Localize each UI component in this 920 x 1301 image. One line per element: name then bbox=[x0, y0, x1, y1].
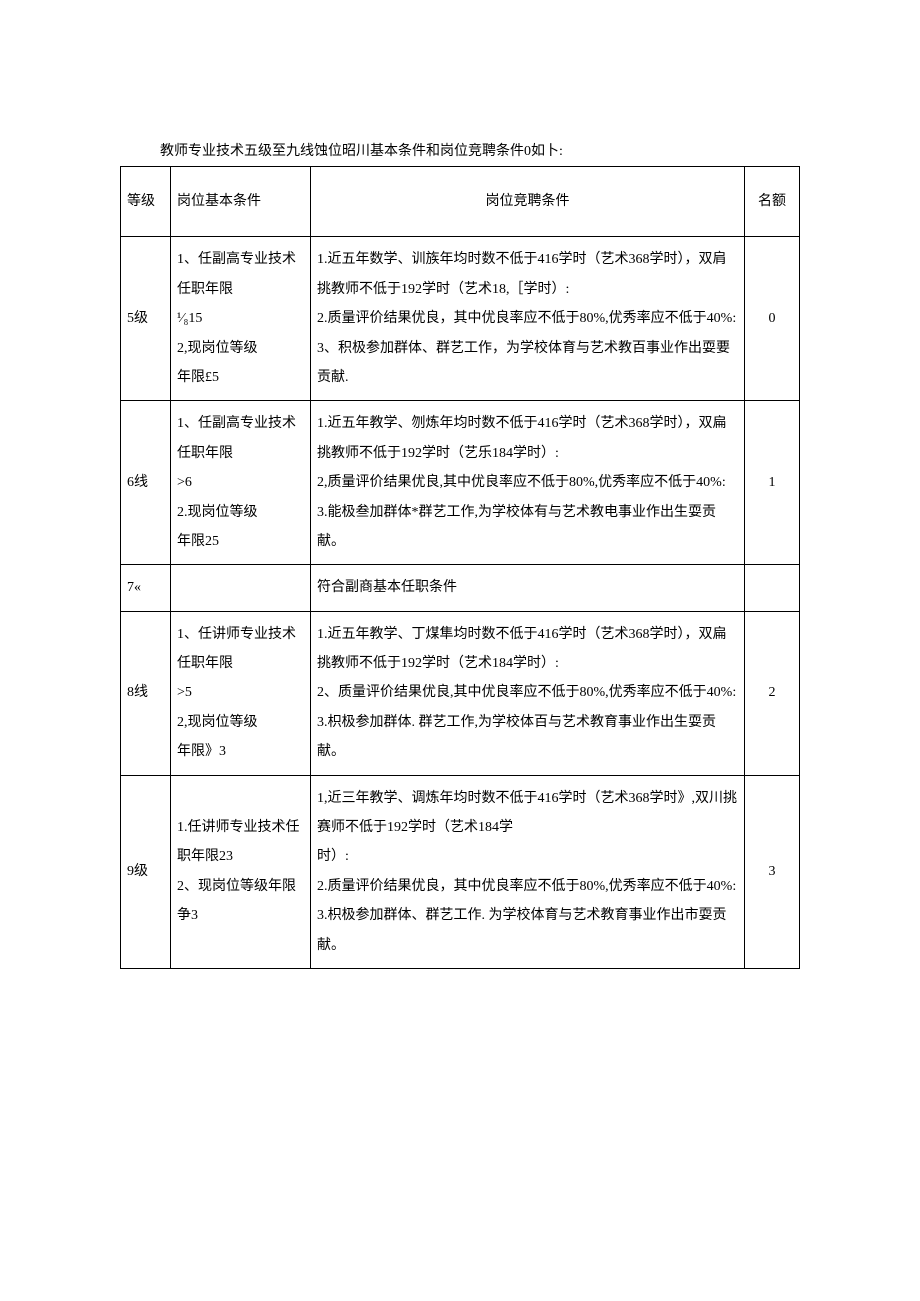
table-row: 7« 符合副商基本任职条件 bbox=[121, 565, 800, 611]
cell-compete: 1,近三年教学、调炼年均时数不低于416学时（艺术368学时》,双川挑赛师不低于… bbox=[311, 775, 745, 968]
cell-basic bbox=[171, 565, 311, 611]
table-row: 5级 1、任副高专业技术任职年限 ¹⁄₈15 2,现岗位等级 年限£5 1.近五… bbox=[121, 237, 800, 401]
table-header-row: 等级 岗位基本条件 岗位竞聘条件 名额 bbox=[121, 167, 800, 237]
cell-level: 9级 bbox=[121, 775, 171, 968]
cell-compete: 1.近五年教学、丁煤隼均时数不低于416学时（艺术368学时），双扁挑教师不低于… bbox=[311, 611, 745, 775]
conditions-table: 等级 岗位基本条件 岗位竞聘条件 名额 5级 1、任副高专业技术任职年限 ¹⁄₈… bbox=[120, 166, 800, 969]
cell-compete: 符合副商基本任职条件 bbox=[311, 565, 745, 611]
cell-quota: 3 bbox=[745, 775, 800, 968]
cell-quota bbox=[745, 565, 800, 611]
cell-quota: 1 bbox=[745, 401, 800, 565]
cell-level: 6线 bbox=[121, 401, 171, 565]
header-compete: 岗位竞聘条件 bbox=[311, 167, 745, 237]
cell-compete: 1.近五年教学、刎炼年均时数不低于416学时（艺术368学时），双扁挑教师不低于… bbox=[311, 401, 745, 565]
cell-basic: 1.任讲师专业技术任职年限23 2、现岗位等级年限争3 bbox=[171, 775, 311, 968]
header-level: 等级 bbox=[121, 167, 171, 237]
cell-level: 5级 bbox=[121, 237, 171, 401]
header-quota: 名额 bbox=[745, 167, 800, 237]
cell-basic: 1、任讲师专业技术任职年限 >5 2,现岗位等级 年限》3 bbox=[171, 611, 311, 775]
cell-compete: 1.近五年数学、训族年均时数不低于416学时（艺术368学时），双肩挑教师不低于… bbox=[311, 237, 745, 401]
cell-level: 7« bbox=[121, 565, 171, 611]
header-basic: 岗位基本条件 bbox=[171, 167, 311, 237]
cell-level: 8线 bbox=[121, 611, 171, 775]
cell-quota: 2 bbox=[745, 611, 800, 775]
cell-basic: 1、任副高专业技术任职年限 >6 2.现岗位等级 年限25 bbox=[171, 401, 311, 565]
table-row: 8线 1、任讲师专业技术任职年限 >5 2,现岗位等级 年限》3 1.近五年教学… bbox=[121, 611, 800, 775]
table-row: 9级 1.任讲师专业技术任职年限23 2、现岗位等级年限争3 1,近三年教学、调… bbox=[121, 775, 800, 968]
table-row: 6线 1、任副高专业技术任职年限 >6 2.现岗位等级 年限25 1.近五年教学… bbox=[121, 401, 800, 565]
cell-quota: 0 bbox=[745, 237, 800, 401]
table-caption: 教师专业技术五级至九线蚀位昭川基本条件和岗位竞聘条件0如卜: bbox=[120, 140, 800, 160]
cell-basic: 1、任副高专业技术任职年限 ¹⁄₈15 2,现岗位等级 年限£5 bbox=[171, 237, 311, 401]
